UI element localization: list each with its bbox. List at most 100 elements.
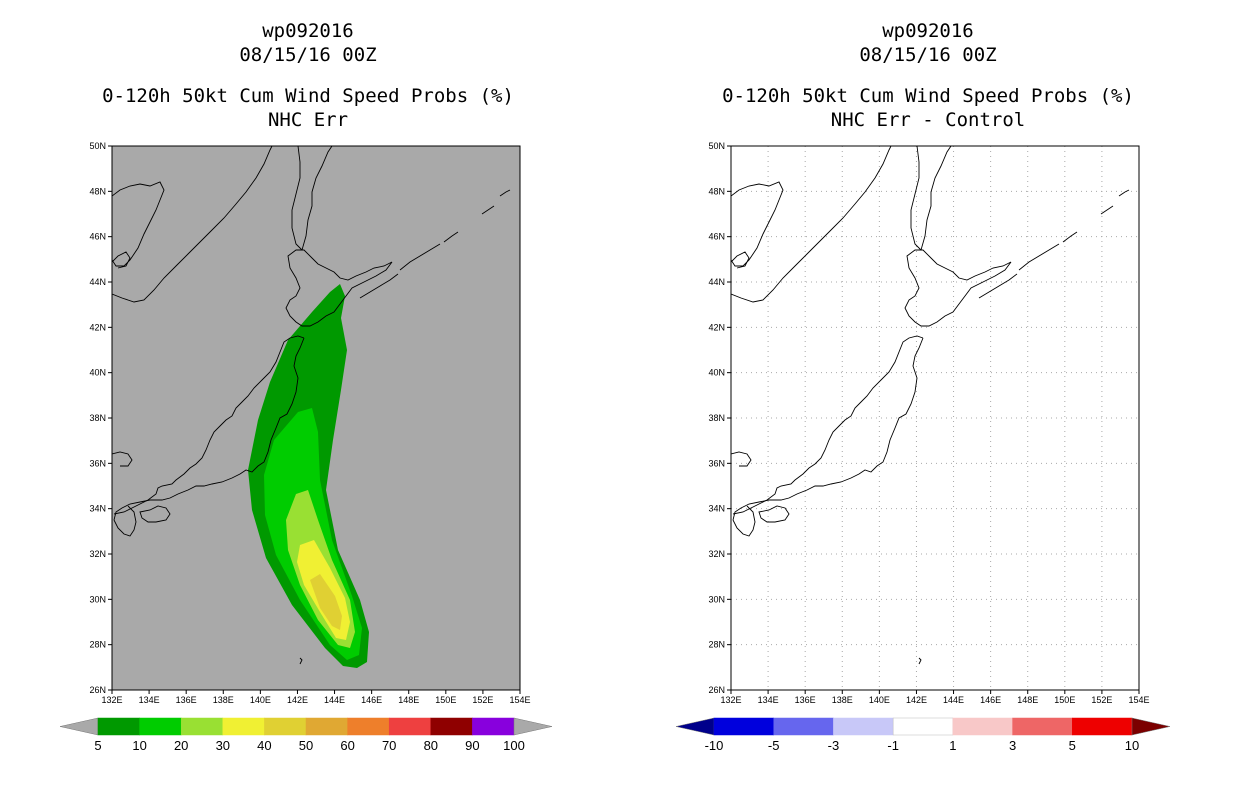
y-tick-label: 44N — [708, 277, 725, 287]
x-tick-label: 146E — [980, 695, 1001, 705]
coastline-segment — [731, 146, 892, 303]
colorbar-label: -1 — [887, 738, 899, 753]
coastline-segment — [359, 273, 399, 299]
colorbar-label: 90 — [465, 738, 479, 753]
y-tick-label: 28N — [89, 640, 106, 650]
coastline-segment — [731, 451, 752, 467]
probability-swath — [248, 284, 369, 668]
y-tick-label: 26N — [89, 685, 106, 695]
colorbar-label: 50 — [299, 738, 313, 753]
colorbar-swatch — [180, 717, 224, 736]
right-panel-title: wp092016 08/15/16 00Z 0-120h 50kt Cum Wi… — [688, 19, 1168, 132]
x-tick-label: 140E — [869, 695, 890, 705]
y-tick-label: 50N — [708, 141, 725, 151]
x-tick-label: 154E — [509, 695, 530, 705]
colorbar-swatch — [713, 717, 774, 736]
y-tick-label: 36N — [708, 458, 725, 468]
colorbar-swatch — [97, 717, 140, 736]
x-tick-label: 148E — [1017, 695, 1038, 705]
colorbar-swatch — [1072, 717, 1133, 736]
colorbar-label: 20 — [174, 738, 188, 753]
coastline-segment — [112, 251, 131, 269]
coastline-segment — [113, 505, 137, 537]
x-tick-label: 144E — [943, 695, 964, 705]
colorbar-label: -3 — [828, 738, 840, 753]
y-tick-label: 30N — [89, 594, 106, 604]
colorbar-swatch — [222, 717, 265, 736]
y-tick-label: 28N — [708, 640, 725, 650]
y-tick-label: 32N — [708, 549, 725, 559]
colorbar-label: 30 — [216, 738, 230, 753]
y-tick-label: 40N — [708, 368, 725, 378]
x-tick-label: 148E — [398, 695, 419, 705]
coastline-segment — [285, 249, 393, 327]
colorbar-label: 10 — [132, 738, 146, 753]
coastline-segment — [904, 249, 1012, 327]
y-tick-label: 40N — [89, 368, 106, 378]
colorbar-swatch — [472, 717, 515, 736]
colorbar-label: 70 — [382, 738, 396, 753]
x-tick-label: 150E — [1054, 695, 1075, 705]
y-tick-label: 38N — [708, 413, 725, 423]
x-tick-label: 142E — [287, 695, 308, 705]
coastline-segment — [399, 243, 441, 271]
x-tick-label: 146E — [361, 695, 382, 705]
colorbar-low-arrow — [59, 717, 99, 736]
y-tick-label: 26N — [708, 685, 725, 695]
colorbar-low-arrow — [675, 717, 715, 736]
colorbar-swatch — [952, 717, 1013, 736]
x-tick-label: 134E — [139, 695, 160, 705]
colorbar-label: 1 — [949, 738, 956, 753]
coastline-segment — [920, 146, 952, 251]
colorbar-swatch — [1012, 717, 1073, 736]
left-colorbar: 5 10 20 30 40 50 60 70 80 90 100 — [59, 717, 553, 753]
colorbar-swatch — [892, 717, 954, 736]
colorbar-swatch — [264, 717, 307, 736]
colorbar-label: 40 — [257, 738, 271, 753]
right-date: 08/15/16 00Z — [859, 44, 997, 66]
contour-40pct — [310, 574, 342, 630]
right-coastlines — [731, 146, 1130, 665]
y-tick-label: 36N — [89, 458, 106, 468]
x-tick-label: 132E — [101, 695, 122, 705]
colorbar-label: 5 — [94, 738, 101, 753]
coastline-segment — [732, 335, 924, 515]
colorbar-swatch — [388, 717, 432, 736]
x-tick-label: 144E — [324, 695, 345, 705]
colorbar-label: 5 — [1069, 738, 1076, 753]
coastline-segment — [732, 505, 756, 537]
x-tick-label: 138E — [213, 695, 234, 705]
x-tick-label: 136E — [176, 695, 197, 705]
coastline-segment — [499, 189, 511, 197]
x-tick-label: 140E — [250, 695, 271, 705]
right-storm-id: wp092016 — [882, 20, 974, 42]
coastline-segment — [139, 505, 171, 523]
colorbar-label: 100 — [503, 738, 525, 753]
coastline-segment — [291, 146, 303, 251]
left-subtitle: NHC Err — [267, 109, 349, 131]
colorbar-high-arrow — [513, 717, 553, 736]
coastline-segment — [113, 337, 305, 521]
y-tick-label: 34N — [708, 504, 725, 514]
x-tick-label: 132E — [720, 695, 741, 705]
x-tick-label: 142E — [906, 695, 927, 705]
coastline-segment — [731, 251, 750, 269]
colorbar-swatch — [773, 717, 834, 736]
right-subtitle: NHC Err - Control — [830, 109, 1026, 131]
left-panel-title: wp092016 08/15/16 00Z 0-120h 50kt Cum Wi… — [68, 19, 548, 132]
coastline-segment — [1100, 205, 1114, 215]
y-tick-label: 42N — [89, 322, 106, 332]
y-tick-label: 38N — [89, 413, 106, 423]
colorbar-swatch — [347, 717, 390, 736]
left-storm-id: wp092016 — [262, 20, 354, 42]
y-tick-label: 42N — [708, 322, 725, 332]
right-gridlines — [731, 146, 1139, 690]
right-map-background — [731, 146, 1139, 690]
colorbar-swatch — [833, 717, 894, 736]
left-coastlines — [112, 146, 511, 665]
colorbar-swatch — [139, 717, 182, 736]
coastline-segment — [113, 335, 305, 515]
coastline-segment — [910, 146, 922, 251]
x-tick-label: 154E — [1128, 695, 1149, 705]
